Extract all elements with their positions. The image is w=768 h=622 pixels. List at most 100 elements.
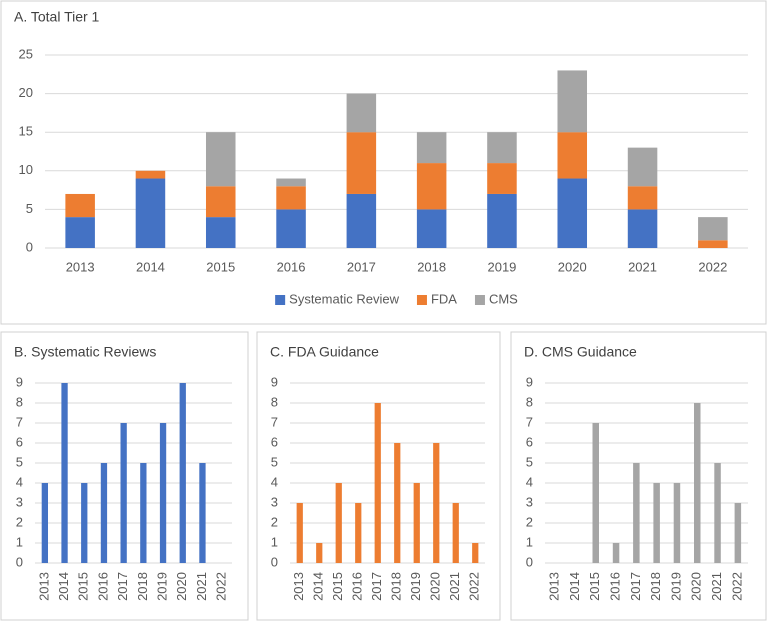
legend-label: CMS <box>489 291 518 306</box>
y-tick-label: 5 <box>26 201 33 216</box>
bar-segment <box>416 209 447 248</box>
bar <box>41 483 49 563</box>
y-tick-label: 5 <box>16 454 23 469</box>
bar-segment <box>135 170 166 179</box>
bar-segment <box>487 193 517 248</box>
bar <box>179 383 186 563</box>
bar-segment <box>557 132 588 179</box>
bar <box>612 543 620 563</box>
y-tick-label: 8 <box>526 394 533 409</box>
y-tick-label: 5 <box>271 454 278 469</box>
y-tick-label: 8 <box>271 394 278 409</box>
bar <box>653 483 660 563</box>
x-tick-label: 2013 <box>36 572 51 601</box>
bar <box>81 483 88 563</box>
y-tick-label: 15 <box>19 124 33 139</box>
x-tick-label: 2013 <box>547 572 562 601</box>
bar-segment <box>487 132 517 164</box>
y-tick-label: 9 <box>271 374 278 389</box>
bar <box>413 483 420 563</box>
x-tick-label: 2017 <box>347 259 376 274</box>
x-tick-label: 2013 <box>66 259 95 274</box>
y-tick-label: 2 <box>271 514 278 529</box>
x-tick-label: 2021 <box>447 572 462 601</box>
y-tick-label: 5 <box>526 454 533 469</box>
y-tick-label: 0 <box>271 554 278 569</box>
bar <box>296 503 303 563</box>
x-tick-label: 2022 <box>214 572 229 601</box>
x-tick-label: 2022 <box>467 572 482 601</box>
x-tick-label: 2018 <box>389 572 404 601</box>
x-tick-label: 2022 <box>729 572 744 601</box>
x-tick-label: 2018 <box>135 572 150 601</box>
y-tick-label: 2 <box>526 514 533 529</box>
y-tick-label: 4 <box>16 474 23 489</box>
y-tick-label: 1 <box>526 534 533 549</box>
chart-title: C. FDA Guidance <box>270 344 379 360</box>
y-tick-label: 9 <box>16 374 23 389</box>
y-tick-label: 20 <box>19 85 33 100</box>
y-tick-label: 6 <box>16 434 23 449</box>
bar <box>100 463 108 563</box>
x-tick-label: 2020 <box>428 572 443 601</box>
y-tick-label: 2 <box>16 514 23 529</box>
y-tick-label: 10 <box>19 162 33 177</box>
bar-segment <box>205 186 236 218</box>
x-tick-label: 2016 <box>95 572 110 601</box>
bar <box>120 423 127 563</box>
x-tick-label: 2021 <box>628 259 657 274</box>
bar-segment <box>416 163 447 210</box>
y-tick-label: 0 <box>16 554 23 569</box>
legend-swatch <box>275 295 286 305</box>
bar-segment <box>627 147 658 187</box>
x-tick-label: 2020 <box>174 572 189 601</box>
bar-segment <box>557 70 588 133</box>
legend: Systematic Review FDA CMS <box>275 291 518 306</box>
bar <box>374 403 381 563</box>
x-tick-label: 2015 <box>206 259 235 274</box>
bar-segment <box>276 209 306 248</box>
bar-segment <box>276 178 306 187</box>
chart-title: D. CMS Guidance <box>524 344 637 360</box>
y-tick-label: 9 <box>526 374 533 389</box>
bar-segment <box>346 132 377 194</box>
y-tick-label: 0 <box>526 554 533 569</box>
y-tick-label: 25 <box>19 46 33 61</box>
y-tick-label: 4 <box>526 474 533 489</box>
bar <box>633 463 640 563</box>
y-tick-label: 4 <box>271 474 278 489</box>
y-tick-label: 7 <box>271 414 278 429</box>
x-tick-label: 2014 <box>567 572 582 601</box>
bar <box>355 503 362 563</box>
x-tick-label: 2015 <box>76 572 91 601</box>
x-tick-label: 2018 <box>648 572 663 601</box>
chart-title: B. Systematic Reviews <box>14 344 156 360</box>
x-tick-label: 2017 <box>115 572 130 601</box>
x-tick-label: 2016 <box>607 572 622 601</box>
legend-swatch <box>416 295 427 305</box>
bar-segment <box>205 132 236 187</box>
y-tick-label: 6 <box>271 434 278 449</box>
bar-segment <box>65 217 95 248</box>
bar-segment <box>135 178 166 248</box>
y-tick-label: 8 <box>16 394 23 409</box>
bar-segment <box>346 193 377 248</box>
y-tick-label: 0 <box>26 239 33 254</box>
x-tick-label: 2016 <box>277 259 306 274</box>
y-tick-label: 1 <box>271 534 278 549</box>
chart-title: A. Total Tier 1 <box>14 9 100 25</box>
bar-segment <box>698 217 728 241</box>
bar <box>61 383 68 563</box>
bar <box>734 503 742 563</box>
x-tick-label: 2014 <box>311 572 326 601</box>
bar-segment <box>557 178 588 248</box>
bar <box>335 483 342 563</box>
x-tick-label: 2018 <box>417 259 446 274</box>
bar <box>199 463 206 563</box>
bar <box>673 483 681 563</box>
y-tick-label: 7 <box>526 414 533 429</box>
x-tick-label: 2015 <box>330 572 345 601</box>
y-tick-label: 3 <box>16 494 23 509</box>
bar-segment <box>698 240 728 248</box>
bar-segment <box>65 193 95 218</box>
